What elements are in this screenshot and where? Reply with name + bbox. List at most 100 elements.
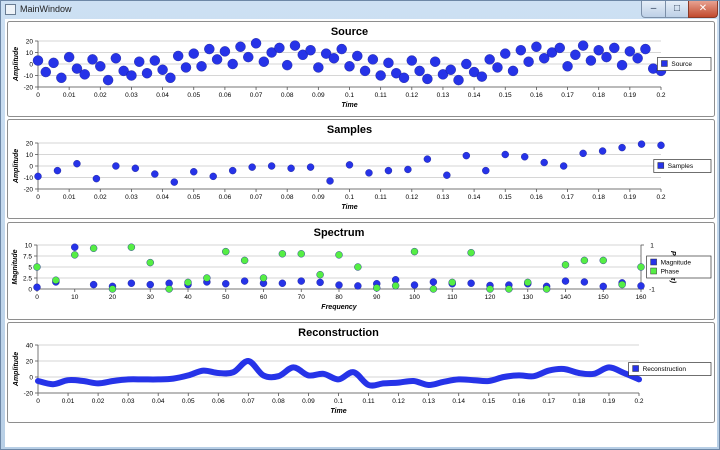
data-point — [259, 274, 268, 282]
data-point — [165, 72, 176, 83]
data-point — [423, 155, 432, 163]
data-point — [287, 164, 295, 173]
data-point — [344, 61, 355, 72]
y-tick-label: -10 — [24, 175, 34, 182]
data-point — [71, 251, 79, 259]
x-tick-label: 0.19 — [624, 92, 637, 99]
data-point — [398, 72, 410, 83]
data-point — [316, 278, 324, 287]
legend-swatch — [650, 258, 657, 266]
data-point — [328, 53, 340, 64]
x-tick-label: 0.09 — [302, 398, 315, 405]
x-tick-label: 0.05 — [187, 92, 200, 99]
data-point — [274, 42, 285, 54]
data-point — [48, 57, 59, 69]
data-point — [476, 71, 488, 82]
data-point — [180, 62, 192, 73]
close-button[interactable]: ✕ — [688, 1, 718, 18]
data-point — [243, 51, 254, 63]
x-tick-label: 0.08 — [272, 398, 285, 405]
y-tick-label: 5 — [28, 264, 32, 271]
data-point — [467, 279, 475, 287]
x-tick-label: 0 — [35, 294, 39, 301]
y2-tick-label: -1 — [649, 286, 655, 293]
data-point — [92, 174, 101, 183]
legend-label: Magnitude — [661, 260, 692, 267]
y-tick-label: 10 — [26, 152, 34, 159]
x-tick-label: 0.04 — [156, 194, 169, 201]
x-tick-label: 0.07 — [250, 92, 263, 99]
data-point — [95, 61, 106, 72]
data-point — [134, 56, 145, 67]
data-point — [204, 43, 215, 55]
data-point — [404, 165, 412, 174]
x-tick-label: 50 — [222, 294, 230, 301]
data-point — [616, 59, 628, 71]
y-tick-label: 20 — [26, 358, 34, 365]
data-point — [320, 48, 332, 59]
legend-box — [657, 57, 712, 71]
data-point — [482, 166, 490, 175]
data-point — [222, 247, 230, 256]
data-point — [352, 50, 363, 62]
maximize-button[interactable]: □ — [665, 1, 689, 18]
minimize-button[interactable]: – — [641, 1, 666, 18]
x-tick-label: 0.07 — [242, 398, 255, 405]
data-point — [282, 59, 293, 71]
data-point — [637, 282, 645, 290]
data-point — [507, 65, 519, 77]
data-point — [345, 161, 354, 169]
data-point — [384, 166, 393, 175]
x-tick-label: 0.09 — [312, 194, 325, 201]
data-point — [266, 47, 277, 58]
data-point — [640, 43, 651, 55]
data-point — [56, 72, 67, 83]
x-tick-label: 0.14 — [452, 398, 465, 405]
x-tick-label: 0.16 — [512, 398, 525, 405]
x-tick-label: 0.13 — [437, 92, 450, 99]
data-point — [71, 243, 79, 251]
x-tick-label: 0.19 — [603, 398, 616, 405]
legend: Magnitude Phase — [646, 255, 712, 279]
legend-label: Source — [671, 61, 692, 68]
x-tick-label: 110 — [447, 294, 458, 301]
y-axis-label: Amplitude — [13, 149, 20, 184]
data-point — [190, 168, 198, 176]
data-point — [110, 53, 122, 64]
data-point — [313, 62, 324, 73]
data-point — [580, 256, 589, 265]
data-point — [112, 162, 120, 170]
data-point — [383, 57, 394, 69]
y-axis-label: Magnitude — [12, 249, 19, 284]
y-tick-label: -20 — [24, 390, 34, 397]
x-tick-label: 70 — [298, 294, 306, 301]
data-point — [618, 280, 626, 289]
data-point — [188, 48, 199, 59]
data-point — [462, 151, 471, 160]
data-point — [562, 61, 573, 72]
y-axis-label: Amplitude — [13, 352, 20, 387]
x-tick-label: 0.06 — [219, 194, 232, 201]
y-tick-label: -20 — [24, 84, 34, 91]
legend-label: Phase — [661, 269, 680, 276]
data-point — [632, 53, 643, 64]
x-tick-label: 0.12 — [405, 92, 418, 99]
data-point — [146, 258, 154, 267]
data-point — [579, 149, 587, 158]
title-bar[interactable]: MainWindow – □ ✕ — [1, 1, 719, 19]
x-tick-label: 0.01 — [62, 398, 75, 405]
data-point — [157, 64, 168, 75]
data-point — [165, 285, 173, 293]
data-point — [531, 41, 542, 52]
x-tick-label: 0.15 — [482, 398, 495, 405]
series-source — [32, 38, 667, 86]
data-point — [443, 171, 451, 179]
data-point — [248, 163, 256, 171]
data-point — [87, 54, 98, 65]
data-point — [40, 66, 51, 78]
data-point — [73, 159, 81, 168]
data-point — [561, 277, 570, 285]
legend: Reconstruction — [628, 362, 712, 376]
